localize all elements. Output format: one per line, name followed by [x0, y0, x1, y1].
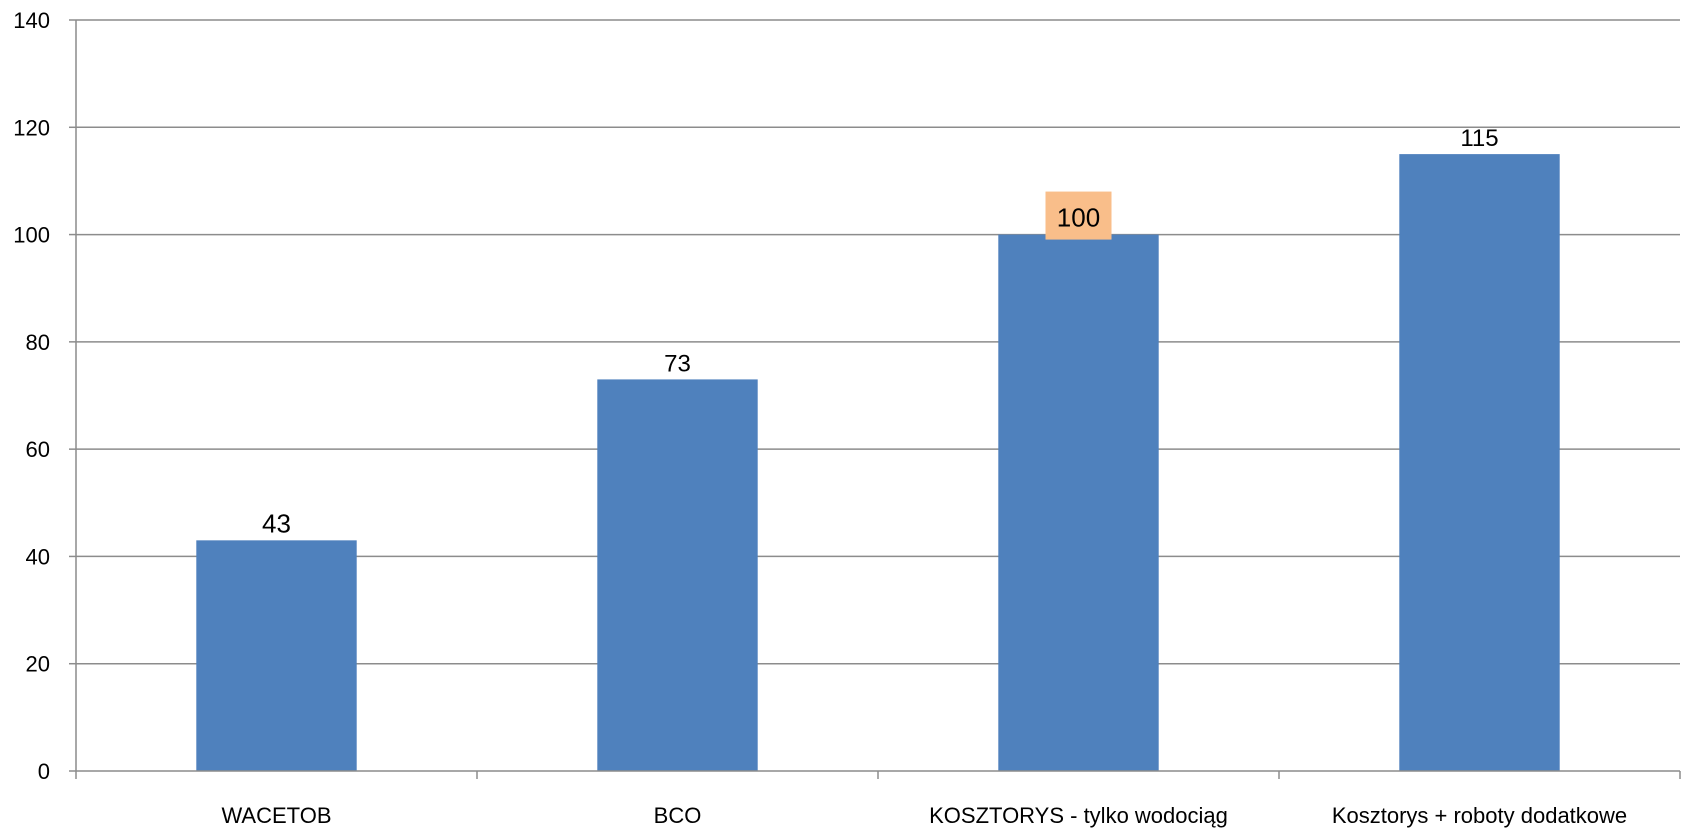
- data-labels: 43 73 100 115: [262, 125, 1499, 538]
- x-tick-label: BCO: [654, 803, 702, 828]
- bar: [998, 234, 1159, 772]
- bar: [196, 540, 357, 771]
- x-tick-label: Kosztorys + roboty dodatkowe: [1332, 803, 1627, 828]
- data-label: 73: [664, 350, 691, 377]
- y-tick-label: 20: [26, 652, 50, 677]
- bar: [597, 379, 758, 771]
- y-tick-label: 100: [13, 223, 50, 248]
- y-tick-label: 40: [26, 544, 50, 569]
- y-tick-label: 80: [26, 330, 50, 355]
- bar: [1399, 154, 1560, 771]
- data-label: 115: [1460, 125, 1498, 152]
- x-tick-label: WACETOB: [221, 803, 331, 828]
- bars: [196, 154, 1560, 772]
- y-tick-label: 60: [26, 437, 50, 462]
- y-tick-label: 120: [13, 115, 50, 140]
- y-tick-label: 0: [38, 759, 50, 784]
- y-tick-label: 140: [13, 8, 50, 33]
- data-label: 100: [1057, 203, 1100, 233]
- data-label: 43: [262, 508, 291, 538]
- axes: 0 20 40 60 80 100 120 140 WACETOB BCO KOSZTORYS - …: [13, 8, 1681, 828]
- data-label-highlight: [1045, 191, 1112, 240]
- x-tick-label: KOSZTORYS - tylko wodociąg: [929, 803, 1228, 828]
